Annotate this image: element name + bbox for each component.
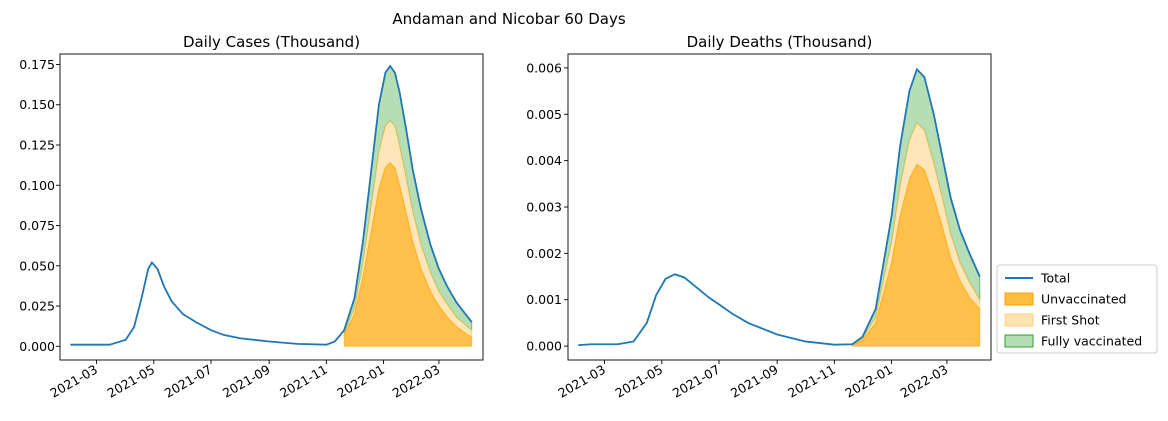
y-tick-label: 0.050 bbox=[19, 258, 55, 273]
series-line-total bbox=[70, 64, 473, 346]
series-area-unvaccinated bbox=[851, 163, 981, 347]
y-tick-label: 0.000 bbox=[19, 339, 55, 354]
legend-label: First Shot bbox=[1041, 313, 1100, 328]
series-area-unvaccinated bbox=[343, 161, 473, 347]
y-tick-label: 0.004 bbox=[526, 153, 562, 168]
legend-box bbox=[996, 264, 1158, 354]
legend-swatch-first-shot bbox=[1004, 313, 1034, 327]
y-tick-label: 0.006 bbox=[526, 60, 562, 75]
legend-label: Unvaccinated bbox=[1041, 292, 1126, 307]
x-tick-label: 2021-05 bbox=[613, 362, 666, 401]
x-tick-label: 2021-05 bbox=[105, 362, 158, 401]
x-tick-label: 2021-09 bbox=[728, 362, 781, 401]
x-tick-label: 2021-11 bbox=[785, 362, 838, 401]
chart-panel-2: Daily Deaths (Thousand) 0.000 0.001 0.002 0.… bbox=[526, 33, 992, 401]
y-tick-label: 0.002 bbox=[526, 246, 562, 261]
x-tick-label: 2022-03 bbox=[898, 362, 951, 401]
legend-swatch-unvaccinated bbox=[1004, 292, 1034, 306]
chart-title: Daily Deaths (Thousand) bbox=[687, 33, 873, 51]
x-tick-label: 2021-11 bbox=[277, 362, 330, 401]
chart-title: Daily Cases (Thousand) bbox=[183, 33, 360, 51]
legend-swatch-fully-vaccinated bbox=[1004, 334, 1034, 348]
legend: Total Unvaccinated First Shot Fully vaccina… bbox=[996, 264, 1158, 354]
y-tick-label: 0.025 bbox=[19, 299, 55, 314]
x-tick-label: 2021-07 bbox=[670, 362, 723, 401]
y-tick-label: 0.100 bbox=[19, 178, 55, 193]
figure-title: Andaman and Nicobar 60 Days bbox=[392, 10, 625, 28]
x-tick-label: 2022-03 bbox=[390, 362, 443, 401]
chart-panel-1: Daily Cases (Thousand) 0.000 0.025 0.050 0.0… bbox=[19, 33, 484, 401]
x-tick-label: 2021-07 bbox=[162, 362, 215, 401]
plot-frame bbox=[59, 53, 484, 361]
y-tick-label: 0.175 bbox=[19, 57, 55, 72]
y-tick-label: 0.001 bbox=[526, 292, 562, 307]
x-tick-label: 2022-01 bbox=[842, 362, 895, 401]
y-tick-label: 0.003 bbox=[526, 200, 562, 215]
y-tick-label: 0.125 bbox=[19, 137, 55, 152]
x-tick-label: 2021-03 bbox=[555, 362, 608, 401]
series-line-total bbox=[578, 67, 981, 347]
x-tick-label: 2022-01 bbox=[334, 362, 387, 401]
y-tick-label: 0.000 bbox=[526, 339, 562, 354]
y-tick-label: 0.005 bbox=[526, 107, 562, 122]
y-tick-label: 0.150 bbox=[19, 97, 55, 112]
y-tick-label: 0.075 bbox=[19, 218, 55, 233]
x-tick-label: 2021-03 bbox=[47, 362, 100, 401]
x-tick-label: 2021-09 bbox=[220, 362, 273, 401]
legend-label: Total bbox=[1040, 271, 1070, 286]
legend-label: Fully vaccinated bbox=[1041, 334, 1142, 349]
